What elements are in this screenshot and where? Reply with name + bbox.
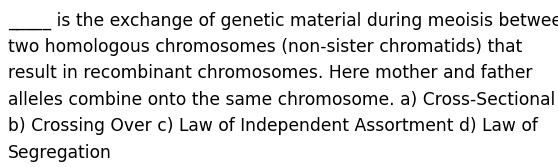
Text: b) Crossing Over c) Law of Independent Assortment d) Law of: b) Crossing Over c) Law of Independent A…	[8, 117, 538, 135]
Text: _____ is the exchange of genetic material during meoisis between: _____ is the exchange of genetic materia…	[8, 12, 558, 30]
Text: alleles combine onto the same chromosome. a) Cross-Sectional: alleles combine onto the same chromosome…	[8, 91, 556, 109]
Text: result in recombinant chromosomes. Here mother and father: result in recombinant chromosomes. Here …	[8, 64, 533, 82]
Text: two homologous chromosomes (non-sister chromatids) that: two homologous chromosomes (non-sister c…	[8, 38, 523, 56]
Text: Segregation: Segregation	[8, 144, 112, 162]
